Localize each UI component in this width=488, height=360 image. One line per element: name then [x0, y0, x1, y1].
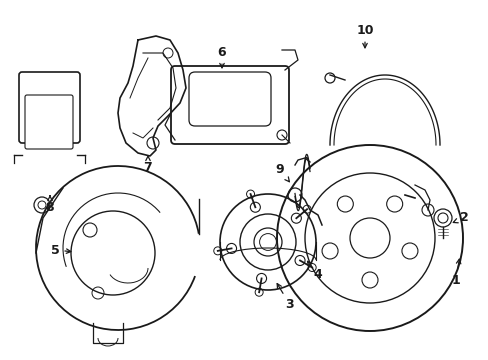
- Text: 3: 3: [277, 284, 294, 311]
- Text: 5: 5: [51, 243, 71, 256]
- Text: 1: 1: [451, 259, 460, 287]
- FancyBboxPatch shape: [189, 72, 270, 126]
- FancyBboxPatch shape: [171, 66, 288, 144]
- Text: 10: 10: [356, 23, 373, 48]
- Text: 9: 9: [275, 163, 289, 182]
- Text: 4: 4: [307, 261, 322, 282]
- Text: 8: 8: [45, 196, 54, 215]
- Text: 7: 7: [143, 156, 152, 175]
- FancyBboxPatch shape: [19, 72, 80, 143]
- Text: 6: 6: [217, 45, 226, 68]
- FancyBboxPatch shape: [25, 95, 73, 149]
- Text: 2: 2: [452, 211, 468, 225]
